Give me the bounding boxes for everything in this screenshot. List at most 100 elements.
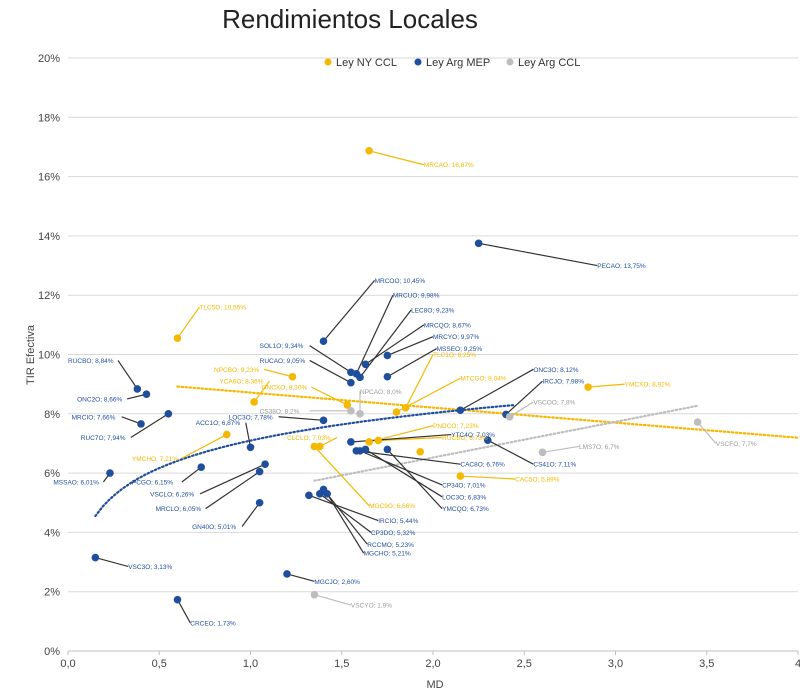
trendline-ley-ny-ccl — [176, 385, 800, 439]
y-tick-label: 16% — [38, 172, 60, 184]
data-label-onc3o: ONC3O; 8,12% — [533, 367, 578, 374]
legend-label-ley-arg-mep: Ley Arg MEP — [426, 57, 490, 69]
point-ley-ny-ccl — [392, 408, 401, 416]
connector-ley-arg-ccl — [314, 594, 352, 606]
point-ley-ny-ccl — [310, 442, 319, 451]
point-ley-arg-ccl — [347, 407, 355, 415]
legend-marker-ley-arg-mep — [414, 58, 422, 66]
y-tick-label: 0% — [44, 646, 60, 658]
x-tick-label: 3,0 — [608, 658, 623, 670]
point-ley-arg-mep — [347, 368, 355, 377]
connector-ley-arg-mep — [205, 471, 260, 510]
point-ley-arg-ccl — [310, 590, 319, 599]
connector-ley-arg-mep — [323, 489, 368, 545]
connector-ley-ny-ccl — [588, 383, 625, 388]
data-label-cac8o: CAC8O; 6,76% — [460, 462, 505, 469]
point-ley-arg-ccl — [538, 448, 547, 457]
data-label-cs38o: CS38O; 8,2% — [260, 408, 300, 415]
data-label-mrclo: MRCLO; 6,05% — [156, 506, 202, 513]
data-label-lms7o: LMS7O; 6,7% — [579, 444, 620, 451]
y-tick-label: 10% — [38, 350, 60, 362]
data-label-cp34o: CP34O; 7,01% — [442, 482, 486, 489]
y-tick-label: 8% — [44, 409, 60, 421]
point-ley-arg-mep — [246, 443, 255, 452]
data-label-rucbo: RUCBO; 8,84% — [68, 358, 114, 365]
data-label-gn40o: GN40O; 5,01% — [192, 524, 236, 531]
data-label-clclo: CLCLO; 7,03% — [287, 435, 331, 442]
data-label-mrcuo: MRCUO; 9,98% — [393, 293, 440, 300]
legend-marker-ley-arg-ccl — [506, 58, 514, 66]
y-tick-label: 14% — [38, 231, 60, 243]
data-label-vscyo: VSCYO; 1,9% — [351, 603, 392, 610]
data-label-msseo: MSSEO; 9,25% — [437, 346, 483, 353]
x-axis-ticks: 0,0 0,5 1,0 1,5 2,0 2,5 3,0 3,5 4 — [60, 651, 800, 670]
x-tick-label: 2,0 — [425, 658, 440, 670]
x-tick-label: 3,5 — [699, 658, 714, 670]
connector-ley-arg-mep — [355, 294, 394, 375]
connector-ley-arg-mep — [199, 463, 266, 495]
connector-ley-arg-ccl — [509, 401, 534, 418]
data-label-mssao: MSSAO; 6,01% — [53, 479, 99, 486]
data-label-mrcqo: MRCQO; 8,67% — [424, 322, 471, 329]
data-label-cac5o: CAC5O; 5,89% — [515, 477, 560, 484]
data-label-mtcgo: MTCGO; 8,04% — [460, 376, 506, 383]
point-ley-ny-ccl — [416, 447, 425, 456]
data-label-loc3o: LOC3O; 6,83% — [442, 494, 486, 501]
y-tick-label: 6% — [44, 468, 60, 480]
data-label-lec8o: LEC8O; 9,23% — [411, 308, 455, 315]
point-ley-arg-ccl — [693, 418, 702, 426]
point-ley-arg-mep — [255, 498, 264, 507]
connector-ley-arg-mep — [326, 493, 365, 554]
point-ley-ny-ccl — [584, 383, 592, 391]
chart-title: Rendimientos Locales — [222, 4, 478, 34]
connector-ley-arg-mep — [130, 413, 169, 439]
data-label-pndco: PNDCO; 7,23% — [433, 423, 479, 430]
data-label-ymcxo: YMCXO; 8,92% — [625, 382, 671, 389]
point-ley-arg-mep — [319, 337, 328, 345]
data-label-pcgo: PCGO; 6,15% — [132, 479, 173, 486]
data-label-mgcho: MGCHO; 5,21% — [364, 551, 411, 558]
trend-lines — [94, 385, 800, 518]
point-ley-ny-ccl — [173, 334, 182, 342]
data-label-mrcao: MRCAO; 16,87% — [424, 162, 474, 169]
point-ley-arg-mep — [261, 460, 269, 469]
data-label-cs41o: CS41O; 7,11% — [533, 462, 576, 469]
point-ley-arg-mep — [361, 445, 370, 454]
point-ley-arg-mep — [456, 406, 465, 415]
point-ley-arg-mep — [133, 385, 142, 393]
connector-ley-arg-ccl — [542, 445, 580, 453]
data-label-vsclo: VSCLO; 6,26% — [150, 491, 194, 498]
point-ley-arg-mep — [137, 420, 145, 428]
data-label-sol1o: SOL1O; 9,34% — [260, 343, 304, 350]
connector-ley-arg-mep — [117, 360, 138, 390]
data-label-ircio: IRCIO; 5,44% — [378, 518, 418, 525]
connector-ley-arg-mep — [95, 557, 129, 568]
point-ley-arg-mep — [173, 595, 182, 604]
point-ley-arg-mep — [361, 360, 370, 369]
trendline-ley-arg-ccl — [313, 404, 699, 482]
y-tick-label: 20% — [38, 53, 60, 65]
data-label-pecao: PECAO; 13,75% — [597, 263, 646, 270]
data-label-vscoo: VSCOO; 7,8% — [533, 399, 575, 406]
y-tick-label: 4% — [44, 527, 60, 539]
connector-ley-ny-ccl — [253, 380, 270, 403]
connector-ley-arg-mep — [309, 345, 352, 373]
data-label-rucao: RUCAO; 9,05% — [260, 358, 306, 365]
connector-ley-ny-ccl — [368, 150, 425, 166]
legend: Ley NY CCL Ley Arg MEP Ley Arg CCL — [324, 57, 580, 69]
point-ley-ny-ccl — [374, 436, 383, 445]
data-label-loc3o: LOC3O; 7,78% — [229, 414, 273, 421]
point-ley-arg-mep — [356, 373, 364, 382]
point-ley-arg-mep — [323, 490, 331, 498]
point-ley-arg-mep — [347, 438, 355, 446]
connector-ley-arg-mep — [387, 336, 434, 356]
data-label-vscfo: VSCFO; 7,7% — [716, 441, 757, 448]
data-label-rucbo: RUCBO; 6,73% — [442, 435, 488, 442]
data-label-gncxo: GNCXO; 8,30% — [261, 385, 307, 392]
connector-ley-arg-mep — [308, 494, 379, 522]
connector-ley-ny-ccl — [313, 446, 370, 507]
x-tick-label: 1,0 — [243, 658, 258, 670]
connector-ley-arg-mep — [365, 324, 425, 365]
connector-ley-arg-mep — [356, 450, 461, 465]
x-tick-label: 2,5 — [517, 658, 532, 670]
